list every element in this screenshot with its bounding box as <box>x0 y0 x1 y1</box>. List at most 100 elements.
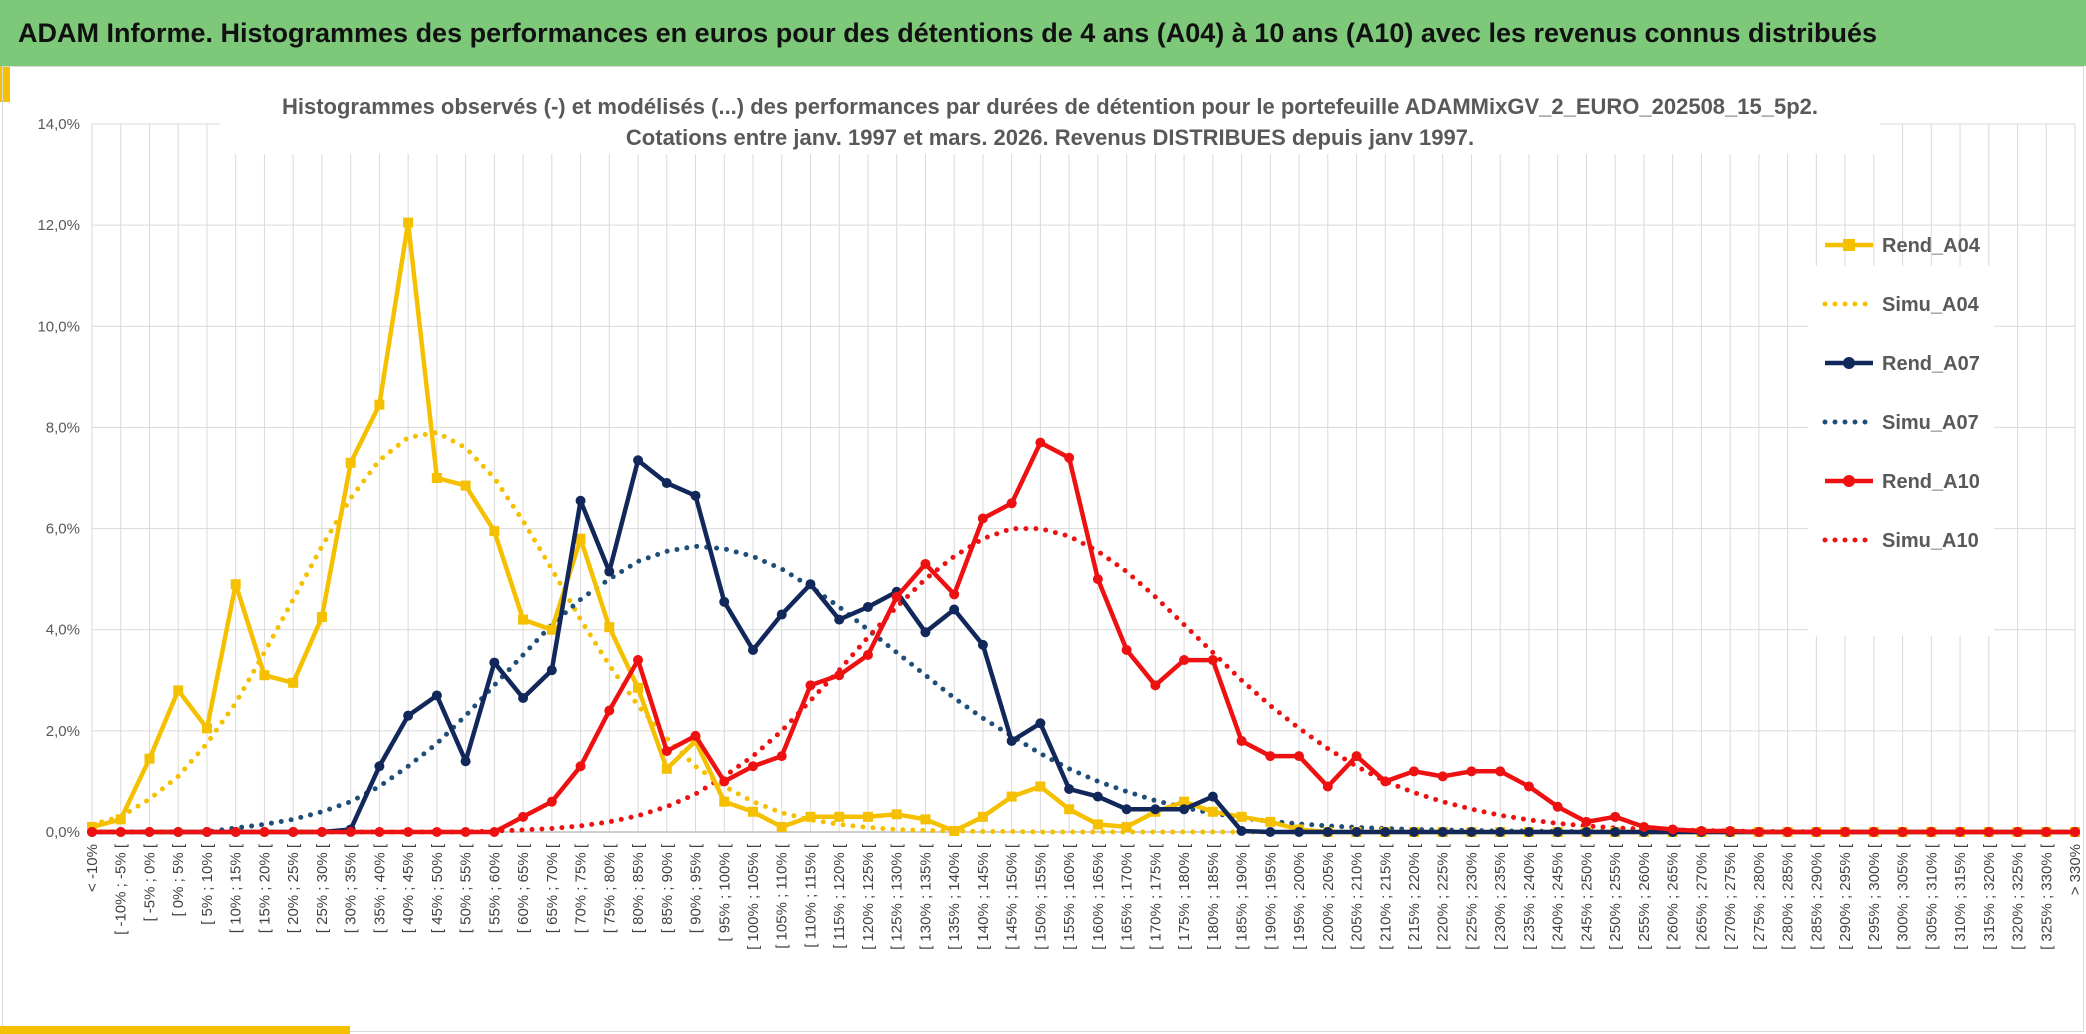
data-point <box>1380 827 1391 837</box>
legend-label: Rend_A04 <box>1882 235 1981 257</box>
data-point <box>546 665 557 676</box>
data-point <box>460 756 471 767</box>
data-point <box>288 677 299 688</box>
legend-label: Simu_A04 <box>1882 294 1980 316</box>
title-background <box>220 86 1880 154</box>
data-point <box>776 609 787 620</box>
data-point <box>1179 804 1190 815</box>
data-point <box>834 670 845 681</box>
x-tick-label: [ 145% ; 150% [ <box>1004 843 1021 950</box>
series-line <box>92 440 2075 835</box>
data-point <box>259 827 270 837</box>
x-tick-label: [ 195% ; 200% [ <box>1291 843 1308 950</box>
data-point <box>1092 819 1103 830</box>
legend-item: Simu_A07 <box>1822 412 1979 434</box>
x-tick-label: [ 50% ; 55% [ <box>458 843 475 933</box>
x-tick-label: [ 20% ; 25% [ <box>285 843 302 933</box>
data-point <box>633 655 644 666</box>
x-tick-label: [ 310% ; 315% [ <box>1952 843 1969 950</box>
x-tick-label: [ 170% ; 175% [ <box>1147 843 1164 950</box>
data-point <box>1868 827 1879 837</box>
data-point <box>1495 766 1506 777</box>
data-point <box>805 811 816 822</box>
x-tick-label: [ 135% ; 140% [ <box>946 843 963 950</box>
data-point <box>546 796 557 807</box>
data-point <box>690 490 701 501</box>
data-point <box>834 614 845 625</box>
x-tick-label: [ 15% ; 20% [ <box>256 843 273 933</box>
data-point <box>920 814 931 825</box>
data-point <box>1092 574 1103 585</box>
data-point <box>604 566 615 577</box>
banner: ADAM Informe. Histogrammes des performan… <box>0 0 2086 66</box>
legend-item: Simu_A04 <box>1822 294 1980 316</box>
data-point <box>1926 827 1937 837</box>
data-point <box>1207 655 1218 666</box>
x-axis: < -10% [ -10% ; -5% [[ -5% ; 0% [[ 0% ; 5… <box>84 831 2084 950</box>
data-point <box>460 480 471 491</box>
data-point <box>690 735 701 746</box>
legend-item: Rend_A07 <box>1825 353 1980 375</box>
data-point <box>1236 811 1247 822</box>
data-point <box>977 811 988 822</box>
data-point <box>259 670 270 681</box>
x-tick-label: [ 75% ; 80% [ <box>601 843 618 933</box>
data-point <box>1064 804 1075 815</box>
data-point <box>1265 751 1276 762</box>
data-point <box>1955 827 1966 837</box>
x-tick-label: [ 245% ; 250% [ <box>1578 843 1595 950</box>
data-point <box>288 827 299 837</box>
x-tick-label: [ 100% ; 105% [ <box>745 843 762 950</box>
legend-label: Simu_A10 <box>1882 530 1979 552</box>
x-tick-label: [ 25% ; 30% [ <box>314 843 331 933</box>
data-point <box>661 746 672 757</box>
data-point <box>633 682 644 693</box>
y-tick-label: 4,0% <box>46 622 80 639</box>
data-point <box>1725 825 1736 836</box>
x-tick-label: [ 80% ; 85% [ <box>630 843 647 933</box>
x-tick-label: [ 35% ; 40% [ <box>371 843 388 933</box>
x-tick-label: [ 285% ; 290% [ <box>1808 843 1825 950</box>
legend-label: Rend_A10 <box>1882 471 1980 493</box>
data-point <box>1121 804 1132 815</box>
data-point <box>604 622 615 633</box>
x-tick-label: [ 185% ; 190% [ <box>1234 843 1251 950</box>
x-tick-label: [ 55% ; 60% [ <box>486 843 503 933</box>
data-point <box>1552 827 1563 837</box>
x-tick-label: [ -10% ; -5% [ <box>113 843 130 935</box>
data-point <box>1667 824 1678 835</box>
legend-item: Rend_A04 <box>1825 235 1981 257</box>
data-point <box>460 827 471 837</box>
x-tick-label: [ 110% ; 115% [ <box>802 843 819 948</box>
data-point <box>977 513 988 524</box>
x-tick-label: [ 115% ; 120% [ <box>831 843 848 949</box>
data-point <box>920 558 931 569</box>
x-tick-label: [ 260% ; 265% [ <box>1665 843 1682 950</box>
data-point <box>1495 827 1506 837</box>
data-point <box>345 457 356 468</box>
data-point <box>862 601 873 612</box>
data-point <box>977 639 988 650</box>
series-line <box>89 526 2078 835</box>
data-point <box>144 753 155 764</box>
series-simu-a10 <box>89 526 2078 835</box>
data-point <box>575 761 586 772</box>
x-tick-label: [ 180% ; 185% [ <box>1205 843 1222 950</box>
data-point <box>920 627 931 638</box>
x-tick-label: [ 250% ; 255% [ <box>1607 843 1624 950</box>
data-point <box>1121 821 1132 832</box>
x-tick-label: [ 65% ; 70% [ <box>544 843 561 933</box>
series-rend-a10 <box>87 437 2080 837</box>
data-point <box>230 579 241 590</box>
data-point <box>1581 827 1592 837</box>
accent-bar-bottom <box>0 1026 350 1034</box>
data-point <box>1696 825 1707 836</box>
data-point <box>1121 644 1132 655</box>
data-point <box>633 455 644 466</box>
data-point <box>518 614 529 625</box>
data-point <box>1466 766 1477 777</box>
banner-title: ADAM Informe. Histogrammes des performan… <box>18 17 1878 48</box>
data-point <box>403 827 414 837</box>
data-point <box>1179 796 1190 807</box>
x-tick-label: [ 315% ; 320% [ <box>1981 843 1998 950</box>
